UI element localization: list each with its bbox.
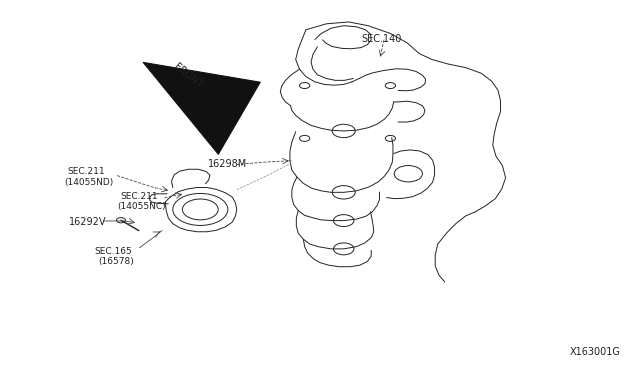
Text: (16578): (16578) — [98, 257, 134, 266]
Text: SEC.211: SEC.211 — [67, 167, 105, 176]
Text: FRONT: FRONT — [172, 61, 204, 90]
Text: (14055ND): (14055ND) — [64, 178, 113, 187]
Text: SEC.211: SEC.211 — [120, 192, 158, 201]
Text: 16292V: 16292V — [69, 218, 107, 227]
Text: SEC.165: SEC.165 — [95, 247, 132, 256]
Text: 16298M: 16298M — [208, 160, 247, 169]
Text: (14055NC): (14055NC) — [117, 202, 166, 211]
Text: X163001G: X163001G — [570, 347, 621, 356]
Text: SEC.140: SEC.140 — [362, 34, 402, 44]
